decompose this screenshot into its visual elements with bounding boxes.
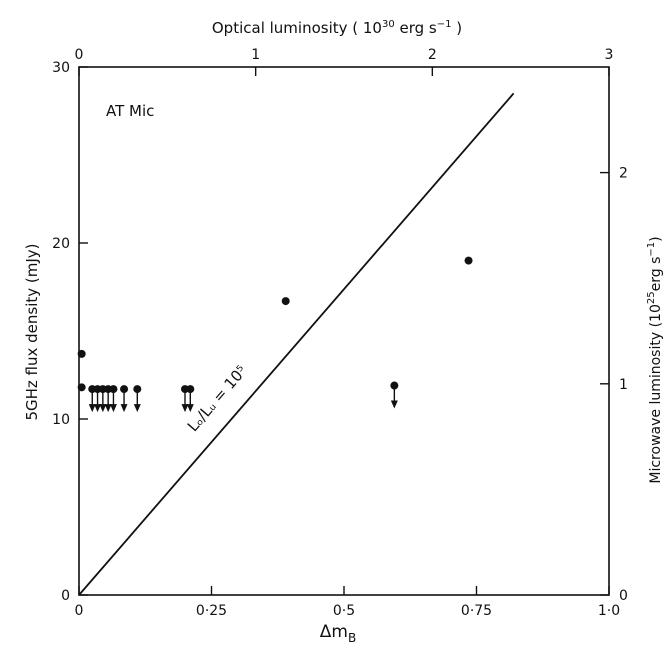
upper-limit-arrowhead bbox=[88, 404, 96, 413]
x-top-tick-label: 3 bbox=[605, 47, 614, 63]
upper-limit-point bbox=[390, 381, 399, 409]
y-left-axis-label: 5GHz flux density (mJy) bbox=[23, 243, 41, 420]
data-marks bbox=[77, 256, 473, 413]
x-bottom-axis-label: ΔmB bbox=[320, 622, 356, 645]
x-bottom-tick-label: 0·25 bbox=[196, 603, 227, 619]
x-bottom-tick-label: 0 bbox=[75, 603, 84, 619]
y-left-tick-label: 0 bbox=[61, 588, 70, 604]
upper-limit-arrowhead bbox=[94, 404, 102, 413]
relation-line bbox=[78, 92, 515, 596]
detection-point bbox=[77, 349, 86, 358]
x-top-tick-label: 0 bbox=[75, 47, 84, 63]
upper-limit-arrowhead bbox=[120, 404, 128, 413]
upper-limit-arrowhead bbox=[186, 404, 194, 413]
upper-limit-arrowhead bbox=[109, 404, 117, 413]
x-bottom-tick-label: 1·0 bbox=[598, 603, 620, 619]
upper-limit-arrowhead bbox=[104, 404, 112, 413]
panel-label: AT Mic bbox=[106, 102, 154, 120]
upper-limit-point bbox=[120, 385, 129, 413]
x-bottom-tick-label: 0·75 bbox=[461, 603, 492, 619]
upper-limit-point bbox=[133, 385, 142, 413]
detection-point bbox=[77, 383, 86, 392]
detection-point bbox=[281, 297, 290, 306]
x-top-tick-label: 2 bbox=[428, 47, 437, 63]
y-right-axis-label: Microwave luminosity (1025erg s−1) bbox=[646, 236, 664, 483]
x-bottom-tick-label: 0·5 bbox=[333, 603, 355, 619]
x-top-tick-label: 1 bbox=[251, 47, 260, 63]
x-top-axis-label: Optical luminosity ( 1030 erg s−1 ) bbox=[212, 19, 462, 37]
upper-limit-arrowhead bbox=[390, 400, 398, 409]
y-left-tick-label: 20 bbox=[52, 236, 70, 252]
upper-limit-point bbox=[186, 385, 195, 413]
upper-limit-arrowhead bbox=[99, 404, 107, 413]
y-left-tick-label: 30 bbox=[52, 60, 70, 76]
axis-ticks bbox=[78, 66, 610, 596]
upper-limit-point bbox=[109, 385, 118, 413]
detection-point bbox=[464, 256, 473, 265]
upper-limit-arrowhead bbox=[181, 404, 189, 413]
plot-frame bbox=[78, 66, 610, 596]
y-right-tick-label: 2 bbox=[619, 166, 628, 182]
y-right-tick-label: 1 bbox=[619, 377, 628, 393]
relation-line-label: Lₒ/Lᵤ = 10⁵ bbox=[184, 362, 251, 435]
y-right-tick-label: 0 bbox=[619, 588, 628, 604]
upper-limit-arrowhead bbox=[133, 404, 141, 413]
y-left-tick-label: 10 bbox=[52, 412, 70, 428]
